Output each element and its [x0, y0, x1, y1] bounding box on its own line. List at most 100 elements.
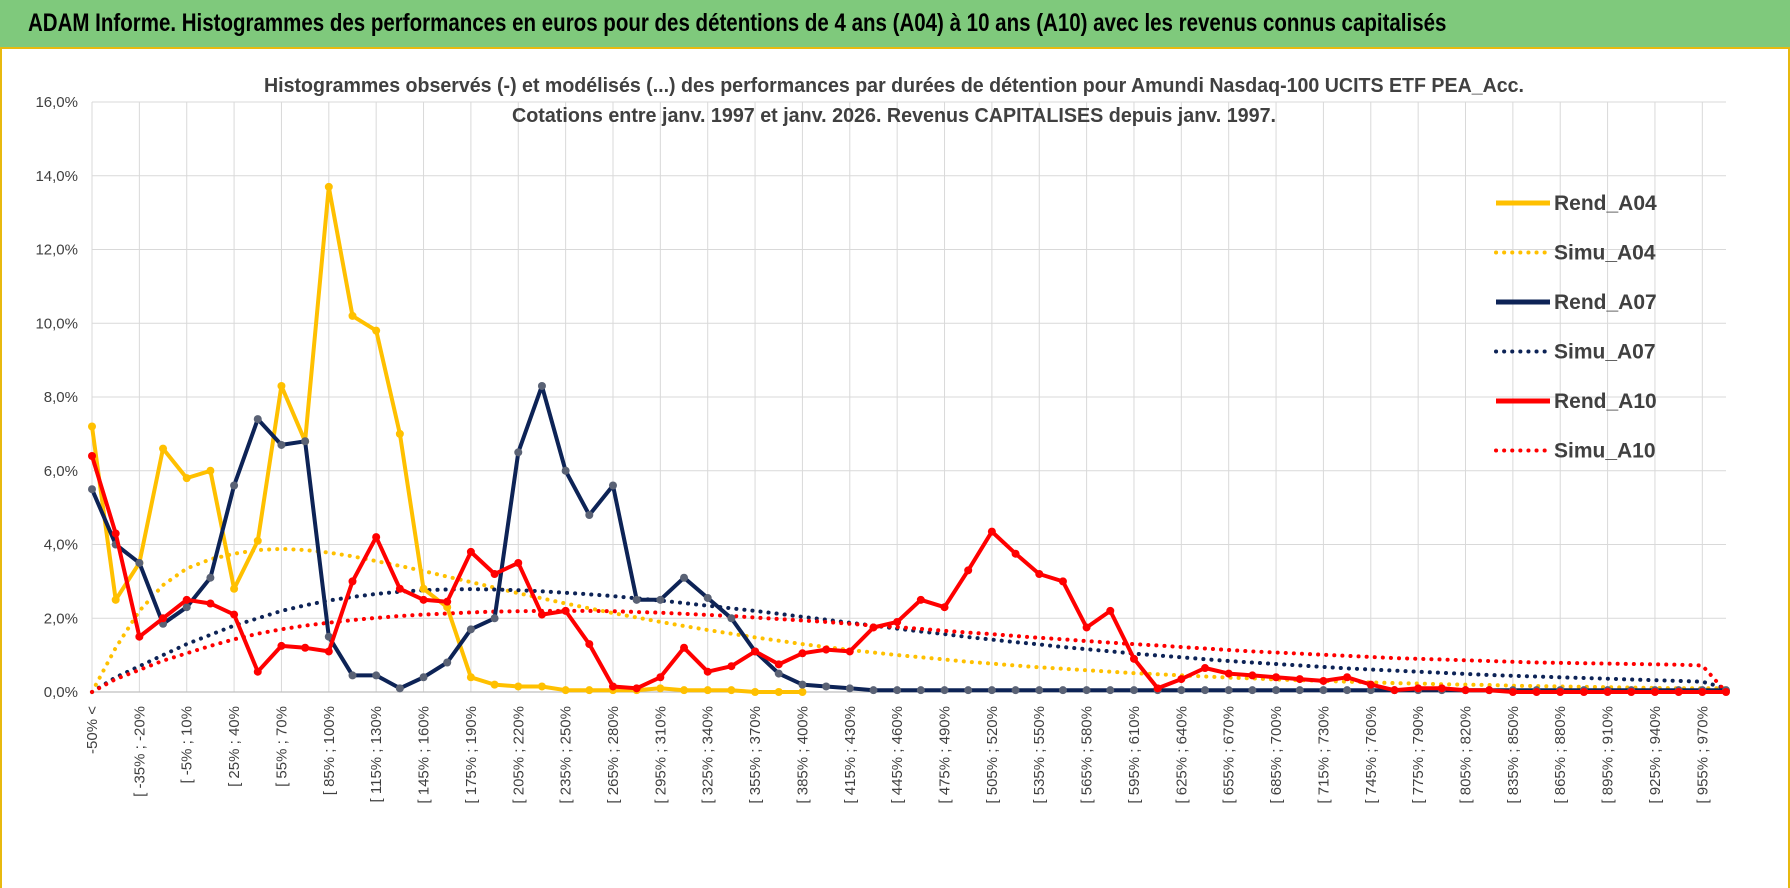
data-point-Rend_A07 [1366, 686, 1375, 695]
x-tick-label: [ 85% ; 100% [321, 706, 338, 795]
data-point-Rend_A10 [940, 603, 949, 612]
data-point-Rend_A07 [1343, 686, 1352, 695]
data-point-Rend_A04 [798, 688, 807, 696]
legend-label: Simu_A04 [1554, 242, 1656, 265]
header-banner: ADAM Informe. Histogrammes des performan… [0, 0, 1790, 49]
data-point-Rend_A10 [1698, 688, 1707, 696]
data-point-Rend_A10 [182, 595, 191, 604]
data-point-Rend_A10 [987, 527, 996, 536]
data-point-Rend_A07 [466, 625, 475, 634]
x-tick-label: [ 385% ; 400% [794, 706, 811, 804]
y-tick-label: 12,0% [35, 242, 78, 259]
performance-histogram-chart: Histogrammes observés (-) et modélisés (… [35, 75, 1730, 804]
legend-entry-Rend_A10: Rend_A10 [1496, 390, 1657, 413]
data-point-Rend_A10 [1035, 570, 1044, 578]
data-point-Rend_A07 [1129, 686, 1138, 695]
legend-label: Simu_A10 [1554, 440, 1656, 463]
x-tick-label: [ 25% ; 40% [226, 706, 243, 787]
data-point-Rend_A07 [1011, 686, 1020, 695]
data-point-Rend_A10 [751, 647, 760, 656]
data-point-Rend_A10 [1722, 688, 1730, 696]
x-tick-label: [ 235% ; 250% [558, 706, 575, 804]
data-point-Rend_A04 [324, 182, 333, 191]
data-point-Rend_A07 [537, 381, 546, 390]
data-point-Rend_A10 [869, 623, 878, 632]
data-point-Rend_A10 [1248, 671, 1257, 680]
data-point-Rend_A04 [680, 686, 689, 695]
data-point-Rend_A10 [1556, 688, 1565, 696]
legend-label: Rend_A07 [1554, 291, 1657, 314]
x-tick-label: [ 625% ; 640% [1173, 706, 1190, 804]
data-point-Rend_A10 [277, 641, 286, 650]
data-point-Rend_A04 [88, 422, 96, 431]
x-tick-label: [ 115% ; 130% [368, 706, 385, 802]
x-tick-label: [ 655% ; 670% [1221, 706, 1238, 804]
grid-lines [91, 101, 1726, 693]
data-point-Rend_A10 [1579, 688, 1588, 696]
data-point-Rend_A10 [727, 662, 736, 671]
data-point-Rend_A07 [893, 686, 902, 695]
data-point-Rend_A07 [348, 671, 357, 680]
data-point-Rend_A07 [1082, 686, 1091, 695]
data-point-Rend_A10 [608, 682, 617, 691]
data-point-Rend_A07 [585, 511, 594, 519]
data-point-Rend_A10 [1627, 688, 1636, 696]
x-tick-label: [ 475% ; 490% [937, 706, 954, 804]
series-Rend_A10 [88, 452, 1730, 696]
series-line-Simu_A04 [90, 546, 1728, 694]
data-point-Rend_A07 [277, 440, 286, 449]
legend-entry-Rend_A04: Rend_A04 [1496, 192, 1657, 215]
data-point-Rend_A10 [1272, 673, 1281, 682]
x-tick-label: [ 205% ; 220% [510, 706, 527, 804]
data-point-Rend_A04 [774, 688, 783, 696]
x-tick-label: [ 835% ; 850% [1505, 706, 1522, 804]
chart-frame: Histogrammes observés (-) et modélisés (… [0, 49, 1790, 888]
data-point-Rend_A07 [680, 573, 689, 582]
data-point-Rend_A04 [751, 688, 760, 696]
data-point-Rend_A07 [1248, 686, 1257, 695]
x-tick-label: [ -35% ; -20% [131, 706, 148, 797]
data-point-Rend_A04 [537, 682, 546, 691]
x-tick-label: [ 895% ; 910% [1600, 706, 1617, 804]
data-point-Rend_A04 [514, 682, 523, 691]
x-tick-label: [ 145% ; 160% [416, 706, 433, 804]
data-point-Rend_A10 [1295, 675, 1304, 684]
data-point-Rend_A07 [1058, 686, 1067, 695]
data-point-Rend_A10 [1106, 606, 1115, 615]
series-Rend_A04 [88, 182, 807, 696]
data-point-Rend_A10 [1177, 675, 1186, 684]
data-point-Rend_A10 [798, 649, 807, 658]
legend-entry-Simu_A10: Simu_A10 [1494, 440, 1656, 463]
data-point-Rend_A07 [1035, 686, 1044, 695]
data-point-Rend_A10 [1224, 669, 1233, 678]
data-point-Rend_A07 [822, 682, 831, 691]
data-point-Rend_A04 [466, 673, 475, 682]
y-tick-label: 4,0% [44, 537, 78, 554]
data-point-Rend_A10 [1082, 623, 1091, 632]
data-point-Rend_A07 [987, 686, 996, 695]
legend: Rend_A04 Simu_A04 Rend_A07 Simu_A07 Rend_A10… [1494, 192, 1657, 463]
data-point-Rend_A04 [372, 326, 381, 335]
data-point-Rend_A04 [230, 584, 239, 593]
data-point-Rend_A04 [182, 474, 191, 483]
y-tick-label: 14,0% [35, 168, 78, 185]
legend-entry-Rend_A07: Rend_A07 [1496, 291, 1657, 314]
x-tick-label: [ 505% ; 520% [984, 706, 1001, 804]
data-point-Rend_A07 [1177, 686, 1186, 695]
series-group [88, 182, 1730, 696]
data-point-Rend_A10 [774, 660, 783, 669]
data-point-Rend_A07 [916, 686, 925, 695]
data-point-Rend_A07 [727, 614, 736, 623]
data-point-Rend_A10 [253, 667, 262, 676]
data-point-Rend_A10 [680, 643, 689, 652]
data-point-Rend_A07 [1272, 686, 1281, 695]
data-point-Rend_A10 [916, 595, 925, 604]
data-point-Rend_A10 [490, 570, 499, 578]
x-axis: -50% < [ -35% ; -20% [ -5% ; 10% [ 25% ; 40… [84, 706, 1711, 804]
x-tick-label: [ 265% ; 280% [605, 706, 622, 804]
data-point-Rend_A10 [1674, 688, 1683, 696]
data-point-Rend_A07 [869, 686, 878, 695]
data-point-Rend_A07 [419, 673, 428, 682]
data-point-Rend_A10 [466, 547, 475, 556]
